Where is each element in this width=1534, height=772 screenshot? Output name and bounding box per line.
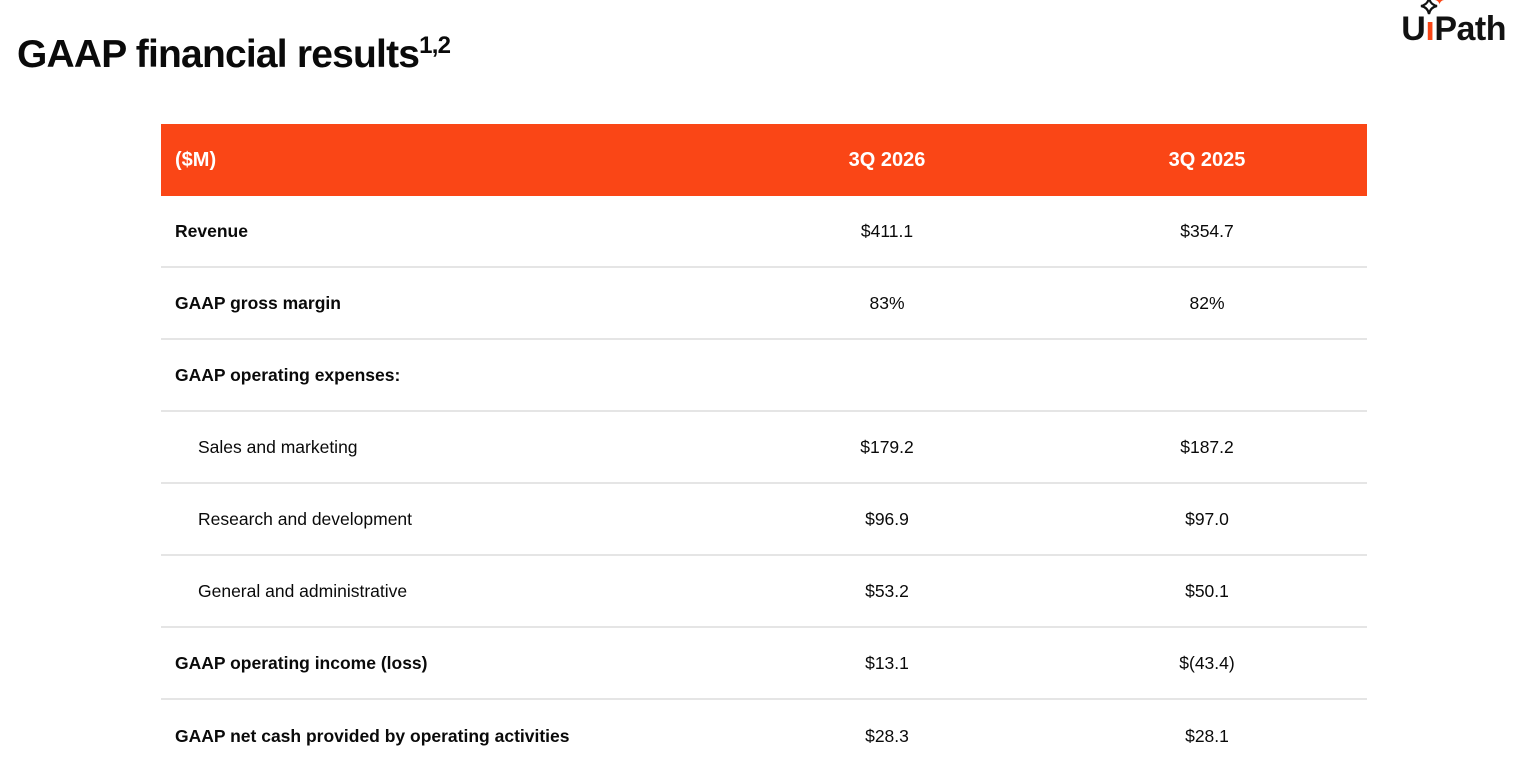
table-row: GAAP operating expenses:: [161, 340, 1367, 412]
row-value-3q2025: $28.1: [1185, 725, 1229, 746]
page-title-text: GAAP financial results: [17, 33, 420, 77]
row-value-3q2025: $187.2: [1180, 436, 1234, 457]
row-value-3q2026: $411.1: [860, 220, 914, 241]
uipath-logo: Uı Path: [1401, 0, 1506, 49]
row-value-3q2025: 82%: [1189, 292, 1225, 313]
row-value-3q2026: $28.3: [865, 725, 909, 746]
table-row: General and administrative $53.2 $50.1: [161, 556, 1367, 628]
logo-i-stem: ı: [1425, 10, 1435, 48]
table-row: GAAP gross margin 83% 82%: [161, 268, 1367, 340]
table-row: Sales and marketing $179.2 $187.2: [161, 412, 1367, 484]
row-label: Research and development: [198, 508, 413, 529]
unit-label: ($M): [175, 148, 217, 171]
column-header-3q2025: 3Q 2025: [1168, 148, 1246, 171]
row-value-3q2026: $179.2: [860, 436, 914, 457]
logo-letter-u: U: [1401, 10, 1426, 48]
column-header-3q2026: 3Q 2026: [848, 148, 926, 171]
row-label: GAAP gross margin: [175, 292, 341, 313]
row-value-3q2026: $96.9: [865, 508, 909, 529]
table-header-row: ($M) 3Q 2026 3Q 2025: [161, 124, 1367, 196]
row-value-3q2025: $(43.4): [1179, 652, 1235, 673]
title-footnote-superscript: 1,2: [419, 32, 451, 60]
row-value-3q2025: $354.7: [1180, 220, 1234, 241]
row-label: Revenue: [175, 220, 248, 241]
row-label: General and administrative: [198, 580, 408, 601]
table-row: GAAP net cash provided by operating acti…: [161, 700, 1367, 772]
financial-table: ($M) 3Q 2026 3Q 2025 Revenue $411.1 $354…: [161, 124, 1367, 772]
row-value-3q2025: $50.1: [1185, 580, 1229, 601]
table-row: Revenue $411.1 $354.7: [161, 196, 1367, 268]
table-row: GAAP operating income (loss) $13.1 $(43.…: [161, 628, 1367, 700]
table-row: Research and development $96.9 $97.0: [161, 484, 1367, 556]
row-value-3q2026: $13.1: [865, 652, 909, 673]
row-value-3q2026: $53.2: [865, 580, 909, 601]
table-body: Revenue $411.1 $354.7 GAAP gross margin …: [161, 196, 1367, 772]
page-title: GAAP financial results1,2: [17, 32, 451, 79]
row-label: GAAP operating income (loss): [175, 652, 428, 673]
logo-word-path: Path: [1434, 10, 1506, 48]
row-value-3q2026: 83%: [869, 292, 905, 313]
row-label: GAAP operating expenses:: [175, 364, 401, 385]
row-value-3q2025: $97.0: [1185, 508, 1229, 529]
logo-letter-i: ı: [1421, 0, 1445, 48]
row-label: Sales and marketing: [198, 436, 358, 457]
row-label: GAAP net cash provided by operating acti…: [175, 725, 570, 746]
